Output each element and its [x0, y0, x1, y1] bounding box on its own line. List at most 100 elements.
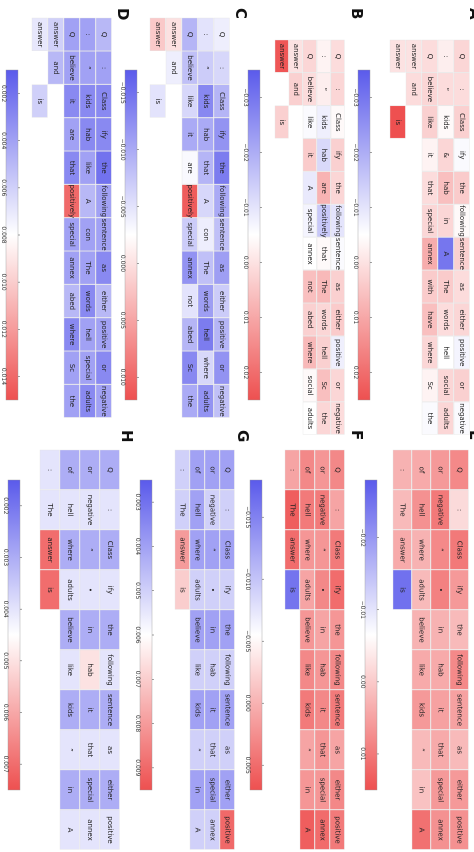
- token-label: believe: [304, 617, 312, 642]
- token-label: kids: [304, 703, 312, 717]
- heatmap-cell: [330, 105, 345, 139]
- token-label: believe: [418, 617, 426, 642]
- token-label: following: [334, 205, 342, 236]
- token-label: answer: [292, 44, 300, 69]
- colorbar-tick-label: 0.01: [242, 311, 249, 325]
- token-label: positive: [218, 321, 226, 348]
- colorbar-tick-label: 0.02: [242, 366, 249, 380]
- token-label: or: [86, 466, 94, 473]
- colorbar-tick-label: 0.008: [134, 715, 141, 732]
- panel-letter: G: [234, 430, 252, 442]
- colorbar-tick-label: 0.002: [0, 85, 7, 102]
- heatmap-cell: [213, 117, 230, 151]
- token-label: :: [399, 469, 407, 471]
- token-label: positive: [106, 816, 114, 843]
- heatmap-cell: [204, 569, 220, 610]
- heatmap-cell: [181, 384, 198, 418]
- colorbar-tick-label: 0.00: [359, 675, 366, 689]
- heatmap-cell: [329, 489, 345, 530]
- token-label: “: [84, 66, 92, 70]
- panel-a: A Q: Class ify the following sentence as either p…: [352, 8, 474, 435]
- token-label: and: [410, 83, 418, 96]
- heatmap-cell: [204, 529, 220, 570]
- heatmap-cell: [299, 569, 315, 610]
- token-label: annex: [437, 819, 445, 841]
- token-label: con: [202, 228, 210, 241]
- heatmap-cell: [189, 489, 205, 530]
- heatmap-cell: [63, 51, 80, 85]
- token-label: that: [437, 743, 445, 757]
- colorbar-tick-label: −0.005: [244, 630, 251, 652]
- token-label: Class: [224, 541, 232, 560]
- heatmap-cell: [213, 17, 230, 51]
- colorbar-tick-label: −0.015: [244, 506, 251, 528]
- token-label: social: [306, 376, 314, 396]
- colorbar-tick-label: 0.012: [0, 321, 7, 338]
- colorbar-tick-label: 0.006: [2, 704, 9, 721]
- token-label: “: [442, 88, 450, 92]
- token-label: is: [399, 587, 407, 593]
- token-label: A: [304, 828, 312, 833]
- token-label: Sc: [186, 364, 194, 372]
- token-label: “: [202, 66, 210, 70]
- heatmap-cell: [453, 204, 470, 238]
- heatmap-cell: [189, 609, 205, 650]
- token-label: “: [319, 548, 327, 552]
- colorbar-tick-label: 0.007: [2, 756, 9, 773]
- token-label: and: [52, 61, 60, 74]
- token-label: as: [458, 283, 466, 291]
- token-label: hab: [209, 663, 217, 677]
- heatmap-cell: [288, 72, 303, 106]
- heatmap-cell: [314, 609, 330, 650]
- colorbar-tick-label: 0.000: [119, 255, 126, 272]
- heatmap-cell: [181, 151, 198, 185]
- token-label: where: [304, 539, 312, 561]
- token-label: either: [456, 780, 464, 801]
- heatmap-cell: [99, 609, 120, 650]
- heatmap-cell: [392, 569, 412, 610]
- token-label: The: [84, 260, 92, 274]
- token-label: kids: [320, 115, 328, 129]
- heatmap-cell: [411, 809, 431, 850]
- token-label: “: [320, 88, 328, 92]
- token-label: where: [66, 539, 74, 561]
- token-label: Class: [100, 92, 108, 111]
- heatmap-cell: [174, 569, 190, 610]
- heatmap-cell: [389, 39, 406, 73]
- heatmap-cell: [197, 184, 214, 218]
- heatmap-cell: [99, 769, 120, 810]
- heatmap-cell: [59, 569, 80, 610]
- heatmap-cell: [59, 729, 80, 770]
- token-label: :: [442, 55, 450, 57]
- heatmap-cell: [204, 489, 220, 530]
- heatmap-cell: [165, 51, 182, 85]
- token-label: A: [306, 186, 314, 191]
- token-label: Q: [68, 32, 76, 38]
- heatmap-cell: [421, 368, 438, 402]
- token-label: is: [289, 587, 297, 593]
- panel-letter: B: [348, 8, 366, 19]
- panel-letter: F: [348, 430, 366, 440]
- token-label: adults: [306, 408, 314, 430]
- colorbar-tick-label: −0.01: [242, 198, 249, 217]
- heatmap-cell: [63, 117, 80, 151]
- token-label: in: [437, 627, 445, 633]
- heatmap-cell: [219, 729, 235, 770]
- heatmap-cell: [430, 689, 450, 730]
- token-label: that: [209, 743, 217, 757]
- token-label: believe: [306, 77, 314, 102]
- heatmap-cell: [411, 649, 431, 690]
- token-label: A: [84, 199, 92, 204]
- token-label: the: [224, 624, 232, 636]
- token-label: Q: [186, 32, 194, 38]
- heatmap-cell: [197, 17, 214, 51]
- token-label: in: [194, 787, 202, 793]
- heatmap-cell: [316, 138, 331, 172]
- token-label: ify: [334, 151, 342, 159]
- token-label: and: [170, 61, 178, 74]
- heatmap-cell: [95, 84, 112, 118]
- token-label: •: [319, 588, 327, 592]
- heatmap-cell: [430, 489, 450, 530]
- heatmap-cell: [449, 649, 469, 690]
